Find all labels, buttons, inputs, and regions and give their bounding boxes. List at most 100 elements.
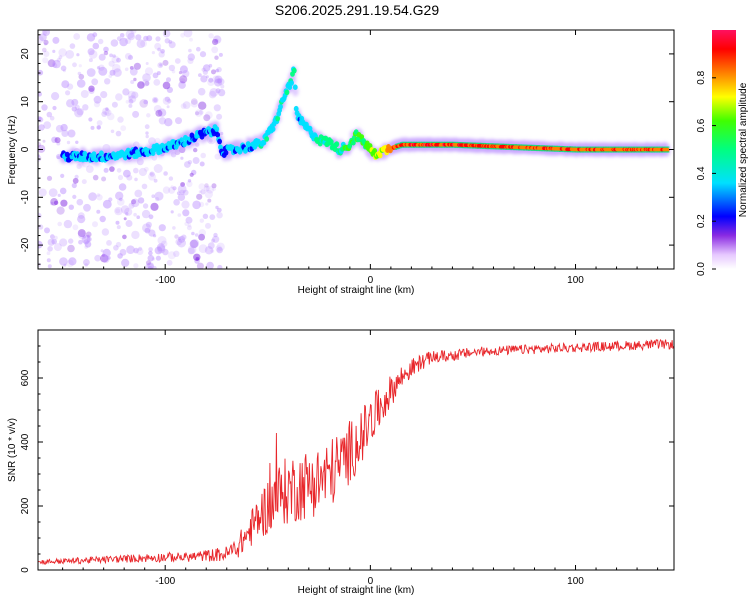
noise-speck [131,230,140,240]
noise-speck [182,70,190,78]
ridge-envelope [504,143,507,146]
noise-speck [186,225,192,231]
noise-speck [145,131,149,135]
noise-speck [181,200,190,209]
noise-speck [157,245,166,254]
noise-speck [198,190,202,194]
ridge-envelope [547,145,550,147]
noise-speck [151,257,156,261]
noise-speck [164,38,170,44]
ridge-envelope [470,142,473,144]
noise-speck [136,247,144,255]
noise-speck [170,210,174,214]
noise-speck [187,223,192,228]
ridge-envelope [509,144,512,146]
noise-speck [182,189,189,196]
noise-speck [203,114,211,122]
ridge-envelope [498,148,501,150]
ridge-envelope [577,151,580,153]
noise-speck [80,90,89,98]
ridge-envelope [577,146,580,148]
ridge-envelope [664,146,667,148]
noise-speck [198,110,204,115]
ridge-envelope [467,142,470,144]
ridge-envelope [662,151,665,153]
noise-speck [172,226,176,230]
ridge-envelope [491,143,494,145]
noise-speck [38,69,44,76]
ridge-envelope [541,150,544,152]
noise-speck [137,81,145,89]
ridge-envelope [457,146,460,148]
noise-speck [57,193,61,197]
noise-speck [220,84,225,89]
ridge-envelope [421,141,424,143]
ridge-envelope [529,144,532,146]
ridge-envelope [424,141,427,143]
ridge-envelope [472,147,475,149]
noise-speck [58,55,63,60]
top-x-axis: -100 0 100 [62,30,659,286]
noise-speck [198,229,206,237]
ridge-envelope [403,141,406,143]
noise-speck [144,166,149,172]
noise-speck [117,116,124,123]
noise-speck [93,101,101,108]
noise-speck [128,55,133,60]
noise-speck [127,32,135,41]
noise-speck [142,223,151,233]
ridge-envelope [618,151,621,153]
ridge-envelope [488,147,491,150]
ridge-envelope [396,148,399,150]
noise-speck [81,235,91,244]
noise-speck [42,57,49,64]
ridge-envelope [654,146,657,148]
ridge-envelope [495,143,498,145]
noise-speck [164,96,171,102]
ridge-envelope [531,144,534,147]
bottom-y-axis: 0 200 400 600 [20,345,674,573]
noise-speck [180,103,187,109]
ridge-envelope [452,146,455,148]
noise-speck [127,90,136,99]
noise-speck [213,104,221,112]
ridge-envelope [652,146,655,148]
noise-speck [162,30,171,38]
noise-speck [66,259,74,268]
noise-speck [136,215,140,219]
ridge-point [377,152,383,159]
noise-speck [110,129,115,134]
ridge-envelope [569,151,571,153]
noise-speck [154,191,164,201]
ridge-envelope [432,146,435,148]
noise-speck [209,214,216,221]
noise-speck [93,95,102,104]
noise-speck [180,32,186,38]
ridge-envelope [534,149,537,151]
ridge-envelope [427,141,430,143]
noise-speck [185,216,193,224]
ridge-envelope [460,146,463,149]
noise-speck [88,58,93,63]
noise-speck [60,173,65,178]
noise-speck [150,202,159,211]
noise-speck [101,176,107,182]
noise-speck [55,124,64,133]
ridge-envelope [608,151,611,153]
noise-speck [144,124,150,130]
noise-speck [175,117,182,125]
ridge-envelope [593,151,596,153]
noise-speck [65,50,75,59]
ridge-envelope [657,151,660,153]
ridge-envelope [519,149,522,151]
noise-speck [100,254,109,263]
ridge-envelope [521,149,524,151]
noise-speck [108,74,113,78]
ridge-envelope [662,146,665,148]
noise-speck [106,240,112,246]
noise-speck [56,206,65,215]
noise-speck [92,174,99,181]
ridge-envelope [503,148,506,150]
ridge-envelope [506,143,509,146]
ridge-envelope [511,144,514,146]
